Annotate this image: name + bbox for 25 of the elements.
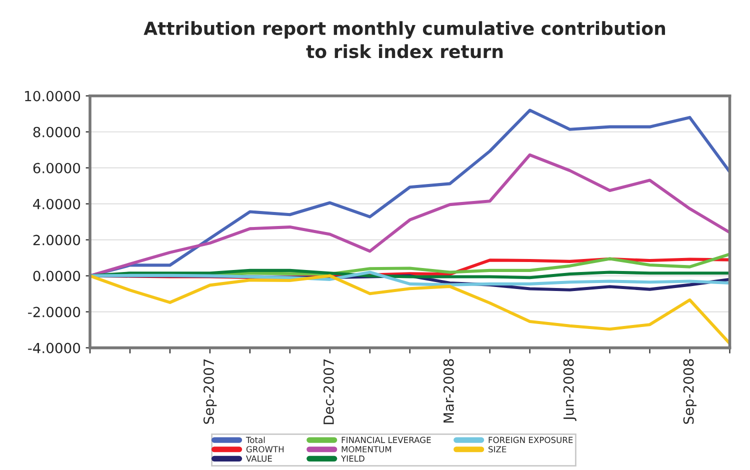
x-tick-label: Jun-2008 <box>563 359 576 421</box>
legend-label: SIZE <box>488 446 506 452</box>
legend-label: Total <box>246 436 265 444</box>
legend-label: YIELD <box>341 456 364 462</box>
line-series <box>90 274 730 346</box>
x-tick-label: Mar-2008 <box>443 359 454 423</box>
legend-label: FOREIGN EXPOSURE <box>488 436 573 444</box>
y-tick-label: 10.0000 <box>25 90 80 102</box>
y-tick-label: 6.0000 <box>33 162 80 174</box>
y-tick-label: -2.0000 <box>28 306 80 318</box>
x-tick-label: Dec-2007 <box>323 359 334 424</box>
legend-label: FINANCIAL LEVERAGE <box>342 436 431 444</box>
x-tick-label: Sep-2007 <box>203 359 217 424</box>
y-tick-label: 2.0000 <box>33 234 80 246</box>
y-tick-label: 0.0000 <box>33 270 80 282</box>
chart-title: Attribution report monthly cumulative contribution to risk index return <box>144 21 666 58</box>
legend-label: GROWTH <box>246 446 284 452</box>
line-series <box>90 268 730 280</box>
line-series <box>90 270 730 286</box>
y-tick-label: -4.0000 <box>28 342 80 354</box>
y-tick-label: 4.0000 <box>33 198 80 210</box>
legend-label: VALUE <box>246 456 272 462</box>
legend-label: MOMENTUM <box>342 446 392 452</box>
y-tick-label: 8.0000 <box>33 126 80 138</box>
x-tick-label: Sep-2008 <box>683 359 696 424</box>
